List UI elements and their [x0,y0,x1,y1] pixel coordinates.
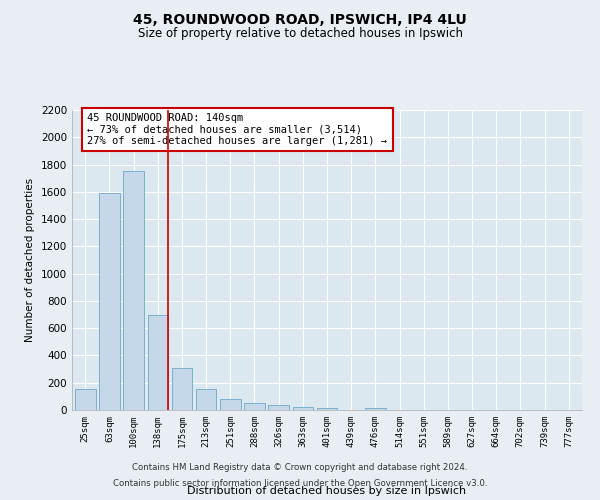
Text: Contains HM Land Registry data © Crown copyright and database right 2024.: Contains HM Land Registry data © Crown c… [132,464,468,472]
Text: 45, ROUNDWOOD ROAD, IPSWICH, IP4 4LU: 45, ROUNDWOOD ROAD, IPSWICH, IP4 4LU [133,12,467,26]
Text: Contains public sector information licensed under the Open Government Licence v3: Contains public sector information licen… [113,478,487,488]
Bar [220,399,241,410]
Bar [75,389,95,410]
X-axis label: Distribution of detached houses by size in Ipswich: Distribution of detached houses by size … [187,486,467,496]
Text: Size of property relative to detached houses in Ipswich: Size of property relative to detached ho… [137,28,463,40]
Bar [148,314,168,410]
Bar [268,405,289,410]
Bar [293,408,313,410]
Bar [99,193,120,410]
Text: 45 ROUNDWOOD ROAD: 140sqm
← 73% of detached houses are smaller (3,514)
27% of se: 45 ROUNDWOOD ROAD: 140sqm ← 73% of detac… [88,113,388,146]
Bar [196,389,217,410]
Bar [124,172,144,410]
Bar [172,368,192,410]
Bar [365,408,386,410]
Bar [244,403,265,410]
Y-axis label: Number of detached properties: Number of detached properties [25,178,35,342]
Bar [317,408,337,410]
